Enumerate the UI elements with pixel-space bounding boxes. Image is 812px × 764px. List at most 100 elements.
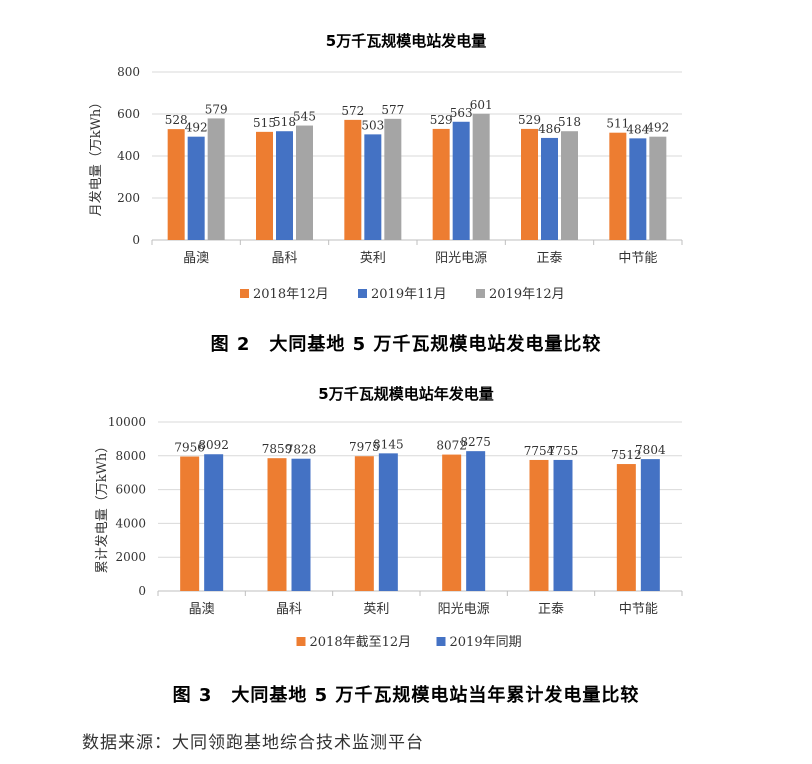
legend-swatch: [436, 637, 446, 646]
y-tick-label: 600: [117, 107, 140, 121]
bar: [649, 136, 667, 240]
y-tick-label: 0: [138, 584, 146, 598]
legend-swatch: [358, 289, 367, 298]
data-label: 518: [273, 115, 296, 129]
data-label: 545: [293, 110, 316, 124]
legend-label: 2018年截至12月: [310, 635, 412, 650]
data-label: 518: [558, 115, 581, 129]
data-label: 503: [361, 118, 384, 132]
x-tick-label: 晶科: [271, 251, 297, 266]
bar: [276, 131, 293, 240]
data-label: 577: [381, 103, 404, 117]
data-source-note: 数据来源：大同领跑基地综合技术监测平台: [82, 733, 424, 753]
data-label: 492: [646, 121, 669, 135]
chart2-title: 5万千瓦规模电站年发电量: [318, 385, 494, 403]
bar: [354, 456, 374, 591]
chart1-caption: 图 2 大同基地 5 万千瓦规模电站发电量比较: [210, 334, 602, 355]
bar: [167, 129, 185, 240]
y-axis-label: 月发电量（万kWh）: [88, 96, 104, 217]
legend-label: 2018年12月: [253, 287, 329, 302]
bar: [204, 454, 224, 591]
data-label: 7975: [349, 440, 380, 454]
bar: [521, 128, 538, 240]
bar: [541, 137, 558, 240]
x-tick-label: 晶澳: [183, 250, 209, 266]
data-label: 7956: [174, 441, 205, 455]
data-label: 563: [450, 106, 473, 120]
data-label: 7828: [286, 443, 317, 457]
y-tick-label: 800: [117, 65, 140, 79]
bar: [378, 453, 398, 591]
y-tick-label: 0: [132, 233, 140, 247]
data-label: 601: [470, 98, 493, 112]
y-tick-label: 2000: [115, 550, 146, 564]
y-tick-label: 200: [117, 191, 140, 205]
bar: [291, 458, 311, 591]
x-tick-label: 中节能: [618, 251, 657, 266]
bar: [609, 132, 627, 240]
legend-label: 2019年12月: [489, 287, 565, 302]
bar: [384, 118, 402, 240]
data-label: 529: [430, 113, 453, 127]
data-label: 7755: [548, 444, 579, 458]
bar: [207, 118, 225, 240]
bar: [561, 131, 578, 240]
y-tick-label: 10000: [108, 415, 146, 429]
x-tick-label: 正泰: [538, 602, 564, 617]
data-label: 7754: [524, 444, 555, 458]
bar: [442, 454, 462, 591]
x-tick-label: 阳光电源: [438, 602, 490, 617]
bar: [553, 459, 573, 591]
chart1-plot: 0200400600800月发电量（万kWh）晶澳528492579晶科5155…: [88, 65, 683, 302]
chart2-plot: 0200040006000800010000累计发电量（万kWh）晶澳79568…: [94, 415, 683, 650]
chart2-caption: 图 3 大同基地 5 万千瓦规模电站当年累计发电量比较: [172, 685, 640, 706]
bar: [364, 134, 382, 240]
x-tick-label: 晶科: [276, 602, 302, 617]
data-label: 8275: [460, 435, 491, 449]
data-label: 492: [185, 121, 208, 135]
x-tick-label: 正泰: [536, 251, 562, 266]
data-label: 572: [341, 104, 364, 118]
x-tick-label: 英利: [363, 602, 389, 617]
y-tick-label: 400: [117, 149, 140, 163]
bar: [187, 136, 205, 240]
bar: [640, 459, 660, 591]
bar: [180, 456, 200, 591]
bar: [472, 113, 490, 240]
data-label: 7804: [635, 443, 666, 457]
x-tick-label: 英利: [360, 251, 386, 266]
data-label: 579: [205, 102, 228, 116]
chart1-title: 5万千瓦规模电站发电量: [325, 32, 487, 50]
bar: [452, 121, 470, 240]
data-label: 8072: [436, 439, 467, 453]
bar: [267, 458, 287, 591]
data-label: 484: [626, 122, 649, 136]
bar: [529, 459, 549, 591]
bar: [629, 138, 647, 240]
y-tick-label: 4000: [115, 516, 146, 530]
data-label: 7512: [611, 448, 642, 462]
legend-label: 2019年同期: [450, 635, 522, 650]
data-label: 7859: [262, 442, 293, 456]
y-tick-label: 6000: [115, 483, 146, 497]
legend-swatch: [296, 637, 306, 646]
bar: [256, 131, 273, 240]
bar: [616, 464, 636, 591]
legend-swatch: [476, 289, 485, 298]
x-tick-label: 晶澳: [189, 601, 215, 617]
x-tick-label: 中节能: [619, 602, 658, 617]
data-label: 8092: [198, 438, 229, 452]
legend-label: 2019年11月: [371, 287, 447, 302]
data-label: 486: [538, 122, 561, 136]
bar: [432, 128, 450, 240]
data-label: 511: [606, 117, 629, 131]
legend-swatch: [240, 289, 249, 298]
data-label: 515: [253, 116, 276, 130]
y-tick-label: 8000: [115, 449, 146, 463]
data-label: 529: [518, 113, 541, 127]
bar: [466, 451, 486, 591]
bar: [344, 119, 362, 240]
data-label: 528: [165, 113, 188, 127]
data-label: 8145: [373, 437, 404, 451]
x-tick-label: 阳光电源: [435, 251, 487, 266]
